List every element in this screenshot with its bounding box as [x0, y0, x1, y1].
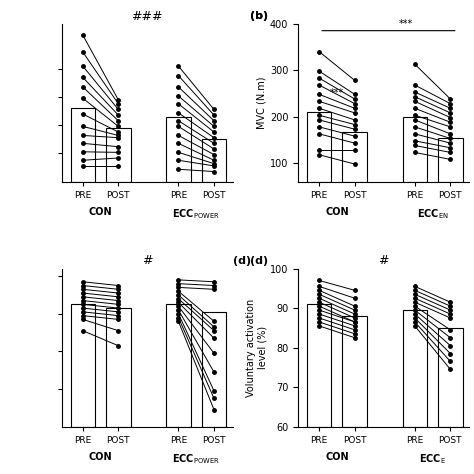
Text: ***: *** — [330, 88, 344, 98]
Bar — [438, 137, 463, 182]
Text: (d): (d) — [233, 256, 251, 266]
Text: ECC$_{\rm POWER}$: ECC$_{\rm POWER}$ — [172, 452, 220, 465]
Bar — [343, 316, 367, 427]
Y-axis label: MVC (N.m): MVC (N.m) — [257, 76, 267, 129]
Bar — [402, 310, 427, 427]
Bar — [71, 109, 95, 182]
Text: (b): (b) — [250, 11, 268, 21]
Bar — [202, 139, 226, 182]
Text: CON: CON — [325, 207, 349, 217]
Title: ###: ### — [131, 9, 163, 23]
Text: ECC$_{\rm EN}$: ECC$_{\rm EN}$ — [417, 207, 448, 221]
Text: ***: *** — [399, 19, 413, 29]
Bar — [166, 117, 191, 182]
Bar — [402, 117, 427, 182]
Text: ECC$_{\rm POWER}$: ECC$_{\rm POWER}$ — [172, 207, 220, 221]
Title: #: # — [378, 255, 389, 267]
Text: CON: CON — [325, 452, 349, 462]
Bar — [307, 112, 331, 182]
Bar — [106, 128, 130, 182]
Title: #: # — [142, 255, 153, 267]
Text: ECC$_{\rm E}$: ECC$_{\rm E}$ — [419, 452, 446, 465]
Y-axis label: Voluntary activation
level (%): Voluntary activation level (%) — [246, 299, 267, 397]
Text: CON: CON — [89, 452, 112, 462]
Bar — [343, 131, 367, 182]
Text: (d): (d) — [250, 256, 268, 266]
Bar — [438, 328, 463, 427]
Bar — [106, 308, 130, 427]
Bar — [71, 304, 95, 427]
Text: CON: CON — [89, 207, 112, 217]
Bar — [166, 304, 191, 427]
Text: (b): (b) — [250, 11, 268, 21]
Bar — [307, 304, 331, 427]
Bar — [202, 312, 226, 427]
